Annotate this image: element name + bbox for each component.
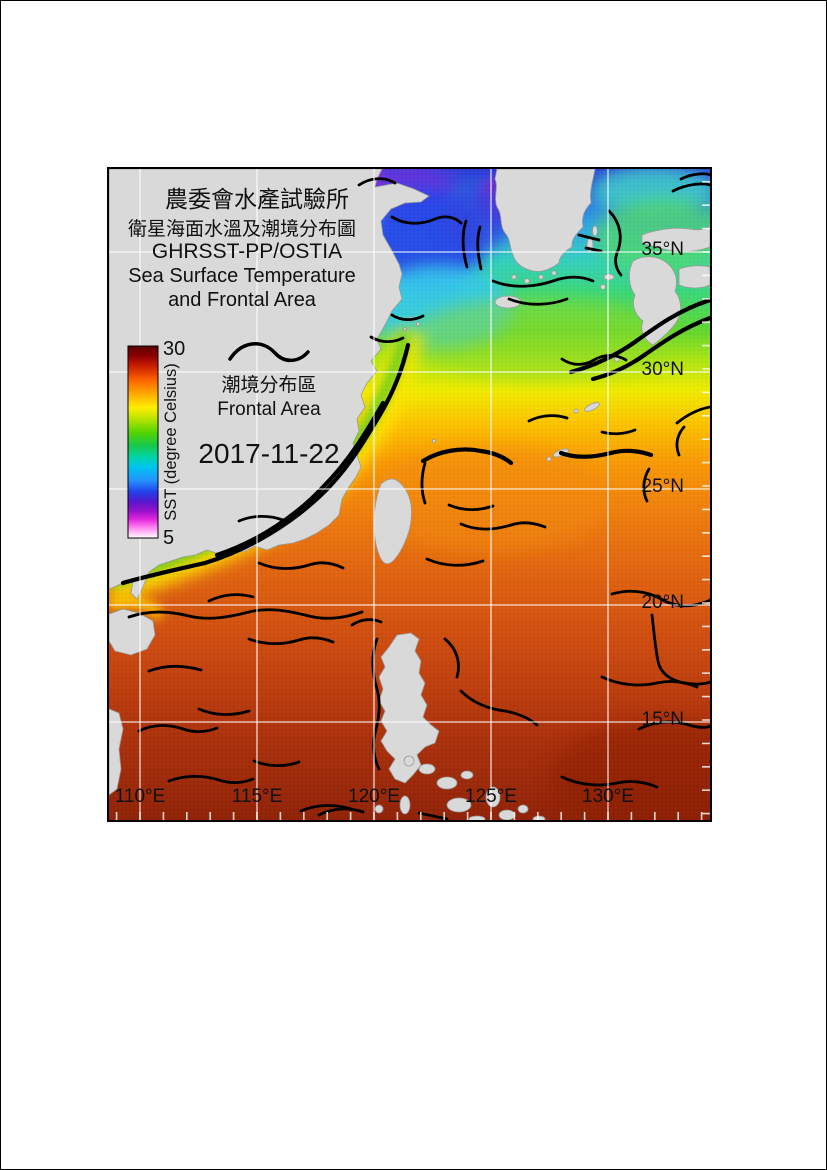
colorbar-gradient [127,345,159,539]
title-line-product: GHRSST-PP/OSTIA [152,240,342,263]
right-minor-ticks [702,181,710,815]
land-luzon [378,632,440,784]
colorbar: 30 5 SST (degree Celsius) [127,338,185,549]
lon-label-115e: 115°E [232,786,283,807]
latitude-gridlines [109,251,710,723]
title-block: 農委會水產試驗所 衛星海面水溫及潮境分布圖 GHRSST-PP/OSTIA Se… [128,186,356,311]
land-layer [109,169,710,820]
legend-label-en: Frontal Area [217,399,321,420]
title-line-agency: 農委會水產試驗所 [165,186,349,212]
sst-map-figure: 35°N 30°N 25°N 20°N 15°N 110°E 115°E 120… [107,167,712,822]
land-shikoku [678,265,710,289]
colorbar-axis-label: SST (degree Celsius) [162,363,180,520]
title-line-subject: 衛星海面水溫及潮境分布圖 [128,218,356,240]
lat-label-25n: 25°N [642,476,684,497]
lon-label-120e: 120°E [348,786,400,807]
bottom-minor-ticks [115,812,703,820]
lon-label-130e: 130°E [582,786,634,807]
graticule-labels: 35°N 30°N 25°N 20°N 15°N 110°E 115°E 120… [115,239,684,807]
sst-map-image: 35°N 30°N 25°N 20°N 15°N 110°E 115°E 120… [109,169,710,820]
colorbar-min-label: 5 [163,527,174,549]
title-line-english2: and Frontal Area [168,289,317,311]
land-hainan [109,608,156,656]
land-visayas-islands [374,755,546,820]
lat-label-30n: 30°N [642,359,684,380]
frontal-line-icon [228,342,310,363]
lat-label-15n: 15°N [642,709,684,730]
land-kyushu [629,256,681,346]
land-honshu [641,226,710,253]
frontal-lines-layer [120,172,710,820]
lat-label-20n: 20°N [642,592,684,613]
legend-label-zh: 潮境分布區 [221,374,316,396]
title-line-english1: Sea Surface Temperature [128,265,356,287]
legend: 潮境分布區 Frontal Area 2017-11-22 [198,342,340,469]
map-date: 2017-11-22 [198,438,339,469]
lon-label-110e: 110°E [115,786,166,807]
land-vietnam [109,708,124,796]
land-korea [494,169,596,272]
colorbar-max-label: 30 [163,338,185,360]
lat-label-35n: 35°N [642,239,684,260]
lon-label-125e: 125°E [465,786,517,807]
